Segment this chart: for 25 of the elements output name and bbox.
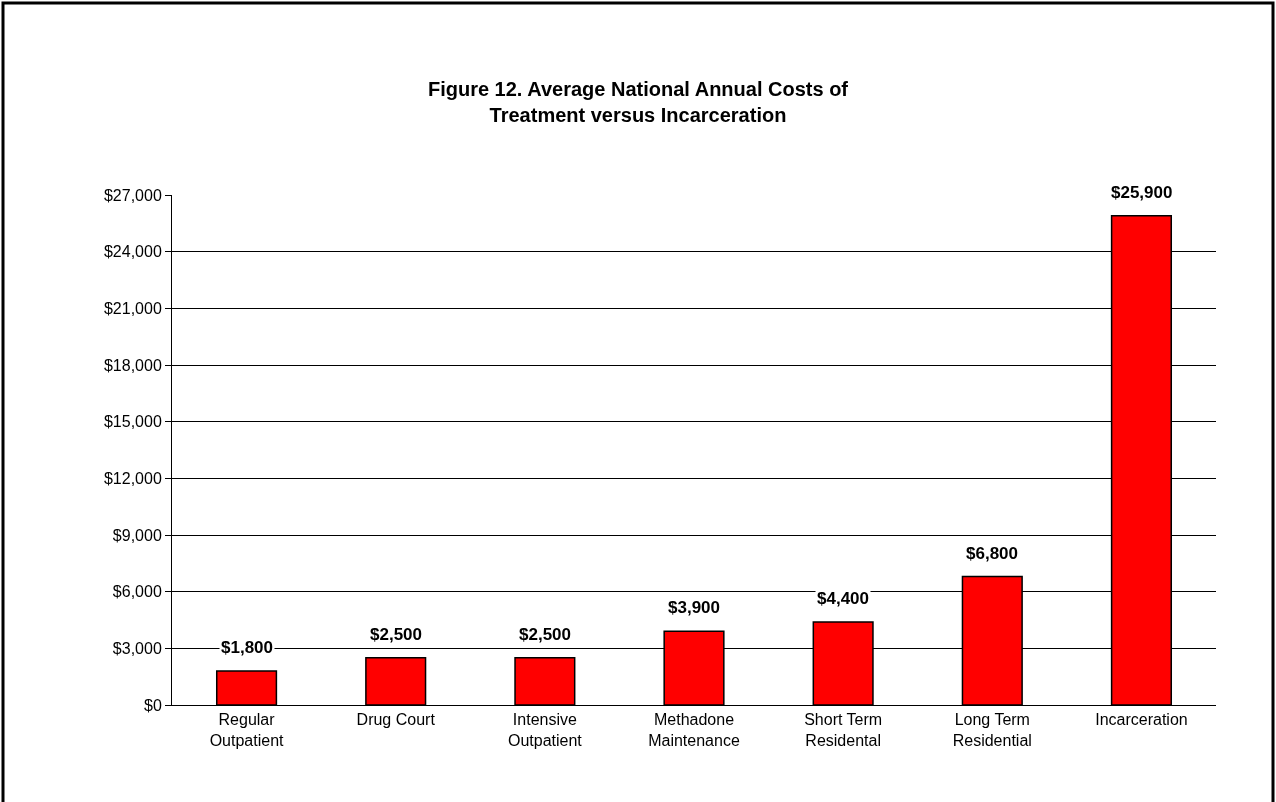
- data-label: $4,400: [817, 589, 869, 608]
- x-tick-label: Short Term Residental: [804, 711, 883, 749]
- y-tick-label: $9,000: [112, 526, 162, 544]
- y-tick-label: $3,000: [112, 639, 162, 657]
- chart-title: Figure 12. Average National Annual Costs of Treatment versus Incarceration: [427, 78, 849, 126]
- x-tick-label: Intensive Outpatient: [507, 711, 583, 749]
- y-tick-label: $15,000: [103, 413, 162, 431]
- x-tick-label: Drug Court: [356, 711, 436, 729]
- x-tick-label: Long Term Residential: [952, 711, 1032, 749]
- y-tick-label: $21,000: [103, 299, 162, 317]
- data-label: $1,800: [221, 638, 273, 657]
- y-tick-label: $6,000: [112, 583, 162, 601]
- data-label: $6,800: [966, 544, 1018, 563]
- x-tick-label: Methadone Maintenance: [648, 711, 740, 749]
- data-label: $25,900: [1111, 183, 1173, 202]
- data-label: $3,900: [668, 598, 720, 617]
- y-tick-label: $18,000: [103, 356, 162, 374]
- data-label: $2,500: [519, 625, 571, 644]
- y-tick-label: $27,000: [103, 186, 162, 204]
- y-tick-label: $0: [144, 696, 162, 714]
- y-tick-label: $24,000: [103, 243, 162, 261]
- y-tick-label: $12,000: [103, 469, 162, 487]
- x-tick-label: Regular Outpatient: [209, 711, 285, 749]
- x-tick-label: Incarceration: [1095, 711, 1188, 729]
- data-label: $2,500: [370, 625, 422, 644]
